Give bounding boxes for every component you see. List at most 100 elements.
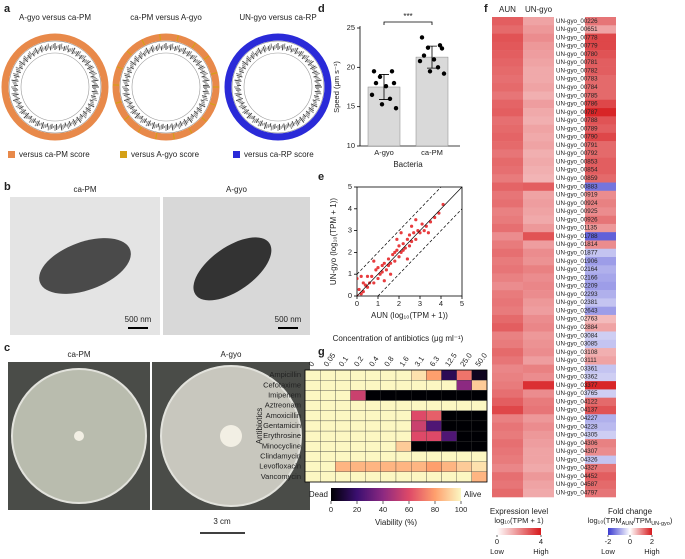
score-mark	[159, 34, 162, 41]
colorbar-tick-label: 40	[379, 505, 387, 514]
gene-tick	[19, 60, 26, 66]
y-tick-label: 0	[348, 291, 352, 300]
gene-label: UN-gyo_00853	[556, 158, 598, 165]
gene-tick	[234, 79, 242, 82]
fold-change-cell	[585, 372, 616, 382]
gene-tick	[130, 60, 137, 66]
gene-tick	[14, 100, 19, 103]
gene-tick	[136, 115, 140, 119]
fold-change-cell	[585, 397, 616, 407]
heatmap-cell	[492, 298, 523, 307]
gene-tick	[252, 115, 256, 120]
gene-tick	[181, 122, 184, 125]
heatmap-cell	[471, 430, 488, 442]
gene-tick	[310, 105, 315, 108]
heatmap-cell	[380, 461, 397, 472]
gene-tick	[39, 46, 43, 53]
heatmap-cell	[350, 400, 366, 411]
legend-swatch	[233, 151, 240, 158]
heatmap-cell	[492, 331, 523, 341]
data-point	[372, 259, 376, 263]
heatmap-cell	[380, 420, 397, 432]
gene-tick	[125, 100, 130, 103]
colorbar-tick-label: 2	[650, 537, 654, 546]
gene-tick	[79, 115, 83, 120]
gene-tick	[308, 110, 311, 113]
heatmap-cell	[523, 339, 554, 349]
heatmap-cell	[492, 472, 523, 481]
gene-tick	[171, 43, 174, 50]
heatmap-cell	[426, 410, 442, 422]
gene-tick	[316, 78, 321, 80]
gene-label: UN-gyo_02293	[556, 291, 598, 298]
fold-change-cell	[585, 455, 616, 465]
heatmap-cell	[365, 420, 381, 432]
heatmap-cell	[365, 390, 381, 401]
data-point	[403, 246, 407, 250]
gene-tick	[69, 48, 72, 53]
colorbar-high: High	[533, 547, 548, 556]
gene-tick	[139, 118, 144, 123]
heatmap-cell	[492, 248, 523, 258]
heatmap-cell	[335, 390, 351, 401]
gene-label: UN-gyo_04306	[556, 440, 598, 447]
heatmap-cell	[304, 451, 321, 462]
heatmap-cell	[320, 369, 336, 381]
heatmap-cell	[492, 323, 523, 332]
y-axis-title: UN-gyo (log₁₀(TPM + 1))	[329, 198, 338, 285]
heatmap-cell	[492, 257, 523, 266]
heatmap-cell	[492, 306, 523, 316]
heatmap-cell	[441, 461, 457, 472]
gene-tick	[87, 65, 93, 70]
gene-tick	[32, 118, 37, 124]
gene-tick	[173, 125, 175, 130]
heatmap-cell	[523, 356, 554, 365]
heatmap-cell	[492, 190, 523, 200]
gene-tick	[27, 52, 32, 58]
gene-label: UN-gyo_04305	[556, 432, 598, 439]
gene-tick	[197, 63, 201, 67]
heatmap-cell	[411, 400, 427, 411]
heatmap-cell	[411, 441, 427, 452]
colorbar-tick-label: -2	[605, 537, 612, 546]
heatmap-cell	[523, 132, 554, 142]
gene-tick	[142, 52, 146, 57]
label-part: AUN	[622, 521, 634, 527]
gene-tick	[201, 75, 206, 78]
gene-label: UN-gyo_02763	[556, 316, 598, 323]
fold-change-cell	[585, 463, 616, 473]
x-axis-title: AUN (log₁₀(TPM + 1))	[371, 311, 448, 320]
data-point	[376, 276, 380, 281]
heatmap-cell	[365, 441, 381, 452]
gene-tick	[269, 44, 272, 50]
heatmap-cell	[456, 369, 472, 381]
heatmap-cell	[523, 149, 554, 158]
gene-tick	[263, 122, 268, 130]
gene-tick	[87, 103, 95, 108]
colorbar	[497, 528, 541, 535]
heatmap-cell	[350, 390, 366, 401]
fold-change-cell	[585, 422, 616, 432]
gene-tick	[127, 101, 132, 104]
gene-tick	[257, 120, 262, 127]
heatmap-cell	[304, 430, 321, 442]
heatmap-cell	[492, 132, 523, 142]
gene-tick	[184, 50, 187, 55]
gene-tick	[157, 123, 160, 128]
gene-label: UN-gyo_01788	[556, 233, 598, 240]
gene-tick	[46, 44, 49, 50]
fold-change-cell	[585, 199, 616, 208]
colorbar	[608, 528, 652, 535]
gene-tick	[240, 105, 246, 109]
gene-tick	[128, 102, 133, 105]
gene-tick	[141, 118, 146, 124]
fold-change-cell	[585, 182, 616, 192]
y-tick-label: 4	[348, 204, 352, 213]
gene-tick	[195, 60, 202, 66]
gene-tick	[311, 66, 318, 71]
gene-tick	[261, 122, 264, 126]
fold-change-cell	[585, 83, 616, 92]
gene-tick	[283, 43, 286, 50]
gene-label: UN-gyo_04307	[556, 448, 598, 455]
heatmap-cell	[523, 99, 554, 109]
